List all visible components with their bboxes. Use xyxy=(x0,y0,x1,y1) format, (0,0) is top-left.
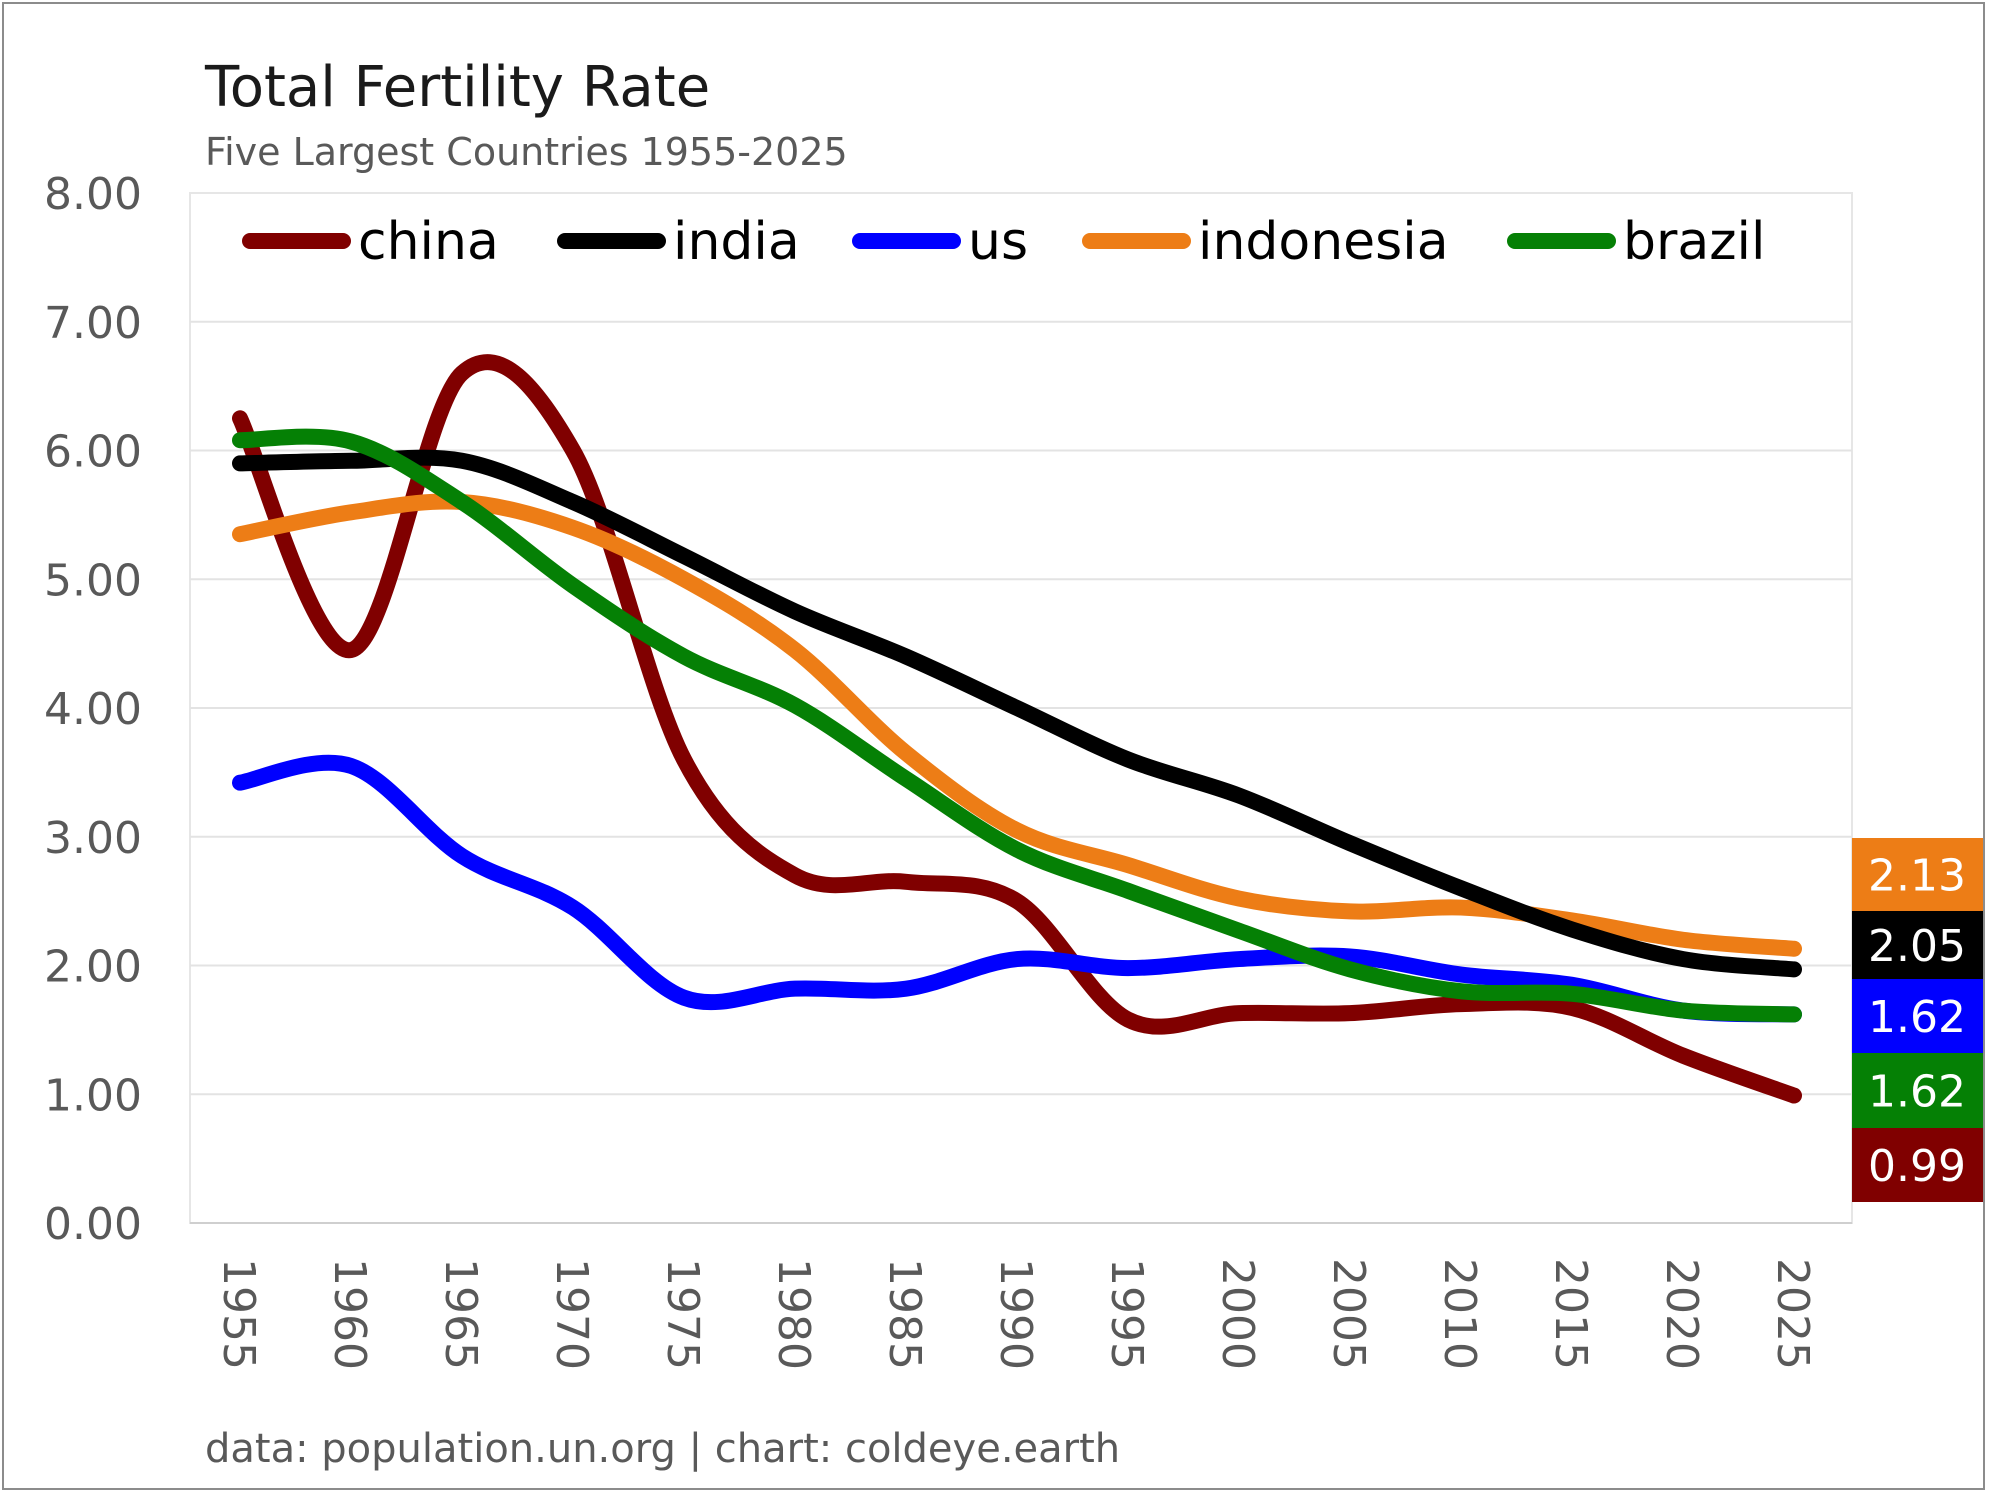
end-value-labels: 2.13 2.05 1.62 1.62 0.99 xyxy=(1852,838,1983,1202)
x-tick-label: 2005 xyxy=(1323,1258,1374,1370)
x-tick-label: 2020 xyxy=(1656,1258,1707,1370)
y-tick-label: 6.00 xyxy=(44,427,142,478)
series-line-brazil xyxy=(232,428,1802,1023)
y-tick-label: 7.00 xyxy=(44,298,142,349)
legend-label-us: us xyxy=(968,212,1028,272)
legend: china india us indonesia brazil xyxy=(242,212,1765,272)
y-tick-label: 5.00 xyxy=(44,555,142,606)
x-tick-label: 1965 xyxy=(435,1258,486,1370)
end-label-indonesia: 2.13 xyxy=(1868,851,1966,902)
x-tick-label: 2025 xyxy=(1767,1258,1818,1370)
legend-label-india: india xyxy=(673,212,800,272)
x-tick-label: 1970 xyxy=(546,1258,597,1370)
y-tick-label: 4.00 xyxy=(44,684,142,735)
end-label-box-india xyxy=(1852,911,1983,979)
series-line-us xyxy=(232,754,1802,1023)
chart-title: Total Fertility Rate xyxy=(204,55,710,120)
end-label-us: 1.62 xyxy=(1868,992,1966,1043)
legend-label-indonesia: indonesia xyxy=(1198,212,1449,272)
y-tick-label: 0.00 xyxy=(44,1199,142,1250)
end-label-box-brazil xyxy=(1852,1053,1983,1128)
series-lines xyxy=(232,354,1802,1104)
y-tick-label: 3.00 xyxy=(44,813,142,864)
end-label-box-indonesia xyxy=(1852,838,1983,911)
x-tick-label: 2000 xyxy=(1212,1258,1263,1370)
end-label-box-us xyxy=(1852,979,1983,1053)
x-axis: 1955 1960 1965 1970 1975 1980 1985 1990 1995 2000… xyxy=(213,1258,1818,1370)
end-label-box-china xyxy=(1852,1128,1983,1202)
x-tick-label: 1985 xyxy=(879,1258,930,1370)
x-tick-label: 1960 xyxy=(324,1258,375,1370)
chart-footer: data: population.un.org | chart: coldeye… xyxy=(205,1426,1120,1472)
x-tick-label: 1980 xyxy=(768,1258,819,1370)
y-tick-label: 1.00 xyxy=(44,1070,142,1121)
y-tick-label: 8.00 xyxy=(44,169,142,220)
series-line-china xyxy=(232,354,1802,1104)
end-label-china: 0.99 xyxy=(1868,1141,1966,1192)
series-line-india xyxy=(232,449,1802,978)
x-tick-label: 1990 xyxy=(990,1258,1041,1370)
x-tick-label: 2010 xyxy=(1434,1258,1485,1370)
end-label-brazil: 1.62 xyxy=(1868,1067,1966,1118)
y-tick-label: 2.00 xyxy=(44,942,142,993)
x-tick-label: 1995 xyxy=(1101,1258,1152,1370)
x-tick-label: 2015 xyxy=(1545,1258,1596,1370)
y-axis: 0.00 1.00 2.00 3.00 4.00 5.00 6.00 7.00 8.00 xyxy=(44,169,142,1250)
chart-subtitle: Five Largest Countries 1955-2025 xyxy=(205,130,848,174)
legend-label-china: china xyxy=(358,212,499,272)
x-tick-label: 1955 xyxy=(213,1258,264,1370)
x-tick-label: 1975 xyxy=(657,1258,708,1370)
end-label-india: 2.05 xyxy=(1868,921,1966,972)
legend-label-brazil: brazil xyxy=(1623,212,1765,272)
